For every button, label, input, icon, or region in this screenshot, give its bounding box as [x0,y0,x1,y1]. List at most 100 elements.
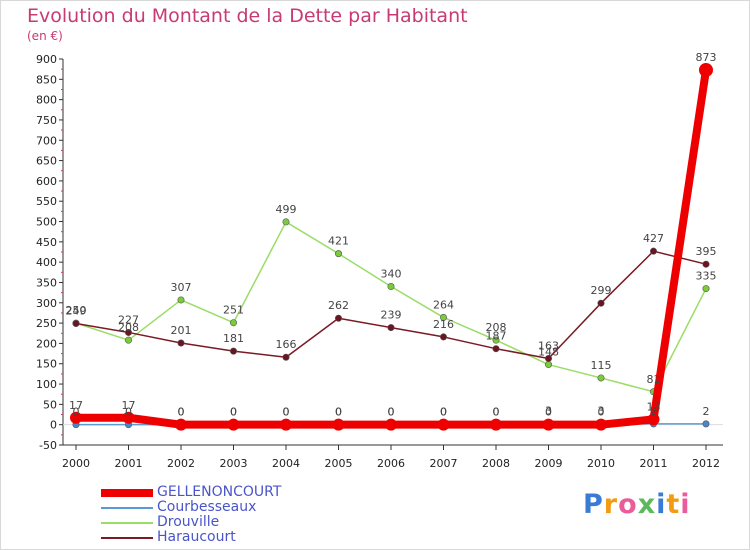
y-tick-label: 400 [36,256,57,269]
data-label-courbesseaux: 0 [388,406,395,419]
x-tick-label: 2002 [167,457,195,470]
data-label-drouville: 208 [486,321,507,334]
data-label-courbesseaux: 3 [598,404,605,417]
data-label-haraucourt: 163 [538,339,559,352]
legend-swatch-courbesseaux [101,506,153,509]
y-tick-label: 450 [36,236,57,249]
data-label-courbesseaux: 0 [178,406,185,419]
data-label-haraucourt: 227 [118,313,139,326]
x-tick-label: 2007 [430,457,458,470]
data-label-drouville: 499 [276,203,297,216]
data-point-gellenoncourt [122,411,135,424]
axes: -500501001502002503003504004505005506006… [36,53,723,470]
x-tick-label: 2003 [220,457,248,470]
x-tick-label: 2009 [535,457,563,470]
y-tick-label: 0 [50,419,57,432]
data-point-haraucourt [649,247,657,255]
data-point-drouville [125,336,133,344]
data-label-courbesseaux: 0 [493,406,500,419]
y-tick-label: 500 [36,216,57,229]
data-label-courbesseaux: 0 [230,406,237,419]
data-point-drouville [544,361,552,369]
data-label-haraucourt: 395 [696,245,717,258]
data-point-haraucourt [387,324,395,332]
data-point-haraucourt [544,354,552,362]
data-point-drouville [597,374,605,382]
data-point-gellenoncourt [385,418,397,431]
logo-letter: o [618,489,638,520]
y-tick-label: 600 [36,175,57,188]
y-tick-label: 550 [36,195,57,208]
data-point-gellenoncourt [647,413,660,426]
legend-label-drouville: Drouville [157,514,220,530]
data-label-gellenoncourt: 0 [283,406,290,419]
data-point-gellenoncourt [227,418,240,431]
logo-letter: i [680,489,691,520]
y-tick-label: 750 [36,114,57,127]
data-point-gellenoncourt [70,411,82,424]
data-label-gellenoncourt: 0 [440,406,447,419]
y-tick-label: 300 [36,297,57,310]
data-label-drouville: 148 [538,346,559,359]
data-point-gellenoncourt [542,418,555,431]
data-label-drouville: 307 [171,281,192,294]
data-point-haraucourt [72,320,80,328]
y-tick-label: 800 [36,94,57,107]
data-label-haraucourt: 299 [591,284,612,297]
y-tick-label: 700 [36,134,57,147]
data-point-haraucourt [230,347,238,355]
x-tick-label: 2000 [62,457,90,470]
data-label-gellenoncourt: 0 [230,406,237,419]
data-label-gellenoncourt: 0 [545,406,552,419]
data-label-drouville: 115 [591,359,612,372]
data-label-courbesseaux: 2 [703,405,710,418]
x-tick-label: 2010 [587,457,615,470]
data-label-haraucourt: 201 [171,324,192,337]
legend-swatch-gellenoncourt [101,488,153,497]
y-tick-label: 50 [43,398,57,411]
chart-title: Evolution du Montant de la Dette par Hab… [27,5,468,27]
logo-letter: i [656,489,667,520]
x-tick-label: 2001 [115,457,143,470]
data-label-haraucourt: 262 [328,299,349,312]
data-point-haraucourt [334,314,342,322]
legend-label-courbesseaux: Courbesseaux [157,499,257,515]
y-tick-label: 350 [36,276,57,289]
data-label-haraucourt: 216 [433,318,454,331]
series-line-drouville [75,221,707,393]
series-lines [70,62,713,431]
data-point-courbesseaux [702,420,710,428]
data-point-gellenoncourt [437,418,450,431]
data-labels: 2502083072514994213402642081481158133524… [66,51,717,419]
y-tick-label: 150 [36,358,57,371]
data-point-gellenoncourt [595,418,607,431]
data-label-haraucourt: 239 [381,309,402,322]
series-line-gellenoncourt [72,65,710,429]
data-point-drouville [334,250,342,258]
y-tick-label: 850 [36,73,57,86]
x-tick-label: 2011 [640,457,668,470]
legend-swatch-haraucourt [101,536,153,539]
data-label-drouville: 208 [118,321,139,334]
logo-letter: P [583,489,604,520]
legend-label-gellenoncourt: GELLENONCOURT [157,484,282,500]
data-label-gellenoncourt: 17 [122,399,136,412]
legend-label-haraucourt: Haraucourt [157,529,236,545]
logo-letter: x [637,489,657,520]
data-label-courbesseaux: 0 [73,406,80,419]
data-point-gellenoncourt [280,418,292,431]
data-label-gellenoncourt: 17 [69,399,83,412]
data-point-gellenoncourt [332,418,345,431]
data-point-haraucourt [177,339,185,347]
data-label-drouville: 335 [696,270,717,283]
data-point-haraucourt [282,353,290,361]
logo-letter: t [666,489,681,520]
x-tick-label: 2008 [482,457,510,470]
data-point-drouville [282,218,290,226]
y-tick-label: 900 [36,53,57,66]
data-label-gellenoncourt: 0 [598,406,605,419]
data-label-courbesseaux: 0 [335,406,342,419]
data-label-gellenoncourt: 0 [388,406,395,419]
